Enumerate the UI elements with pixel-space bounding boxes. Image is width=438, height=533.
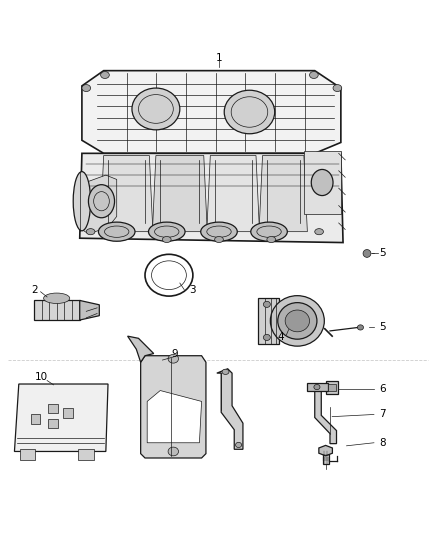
Polygon shape [82, 71, 341, 154]
Text: 3: 3 [190, 285, 196, 295]
Polygon shape [127, 336, 154, 362]
Bar [258, 298, 279, 344]
Ellipse shape [251, 222, 287, 241]
Ellipse shape [270, 296, 324, 346]
Polygon shape [147, 391, 201, 443]
Polygon shape [217, 369, 243, 449]
Ellipse shape [222, 369, 229, 375]
Bar [307, 383, 328, 391]
Text: 6: 6 [379, 384, 385, 394]
Polygon shape [259, 156, 307, 232]
Text: 1: 1 [215, 53, 223, 62]
Text: 10: 10 [35, 373, 48, 383]
Text: 9: 9 [171, 349, 178, 359]
Ellipse shape [215, 237, 223, 243]
Polygon shape [100, 156, 153, 232]
Polygon shape [152, 156, 207, 232]
Ellipse shape [311, 169, 333, 196]
Text: 5: 5 [379, 248, 385, 259]
Ellipse shape [314, 384, 320, 390]
Polygon shape [34, 301, 80, 320]
Bar [328, 384, 336, 391]
Text: 5: 5 [379, 322, 385, 333]
Polygon shape [319, 446, 332, 456]
Bar [20, 449, 35, 460]
Polygon shape [313, 389, 336, 443]
Bar [322, 450, 328, 464]
Polygon shape [262, 301, 269, 341]
Ellipse shape [162, 237, 171, 243]
Polygon shape [14, 384, 108, 451]
Ellipse shape [333, 85, 342, 92]
Ellipse shape [285, 310, 310, 332]
Ellipse shape [168, 447, 179, 456]
Text: 8: 8 [379, 438, 385, 448]
Bar [31, 415, 40, 424]
Ellipse shape [224, 90, 275, 134]
Text: 4: 4 [278, 333, 284, 342]
Bar [63, 408, 73, 417]
Ellipse shape [267, 237, 276, 243]
Ellipse shape [363, 249, 371, 257]
Text: 7: 7 [379, 409, 385, 419]
Ellipse shape [263, 334, 270, 341]
Ellipse shape [101, 71, 110, 78]
Ellipse shape [82, 85, 91, 92]
Ellipse shape [310, 71, 318, 78]
Polygon shape [304, 151, 341, 214]
Polygon shape [207, 156, 259, 232]
Polygon shape [80, 301, 99, 320]
Ellipse shape [236, 442, 242, 448]
Ellipse shape [99, 222, 135, 241]
Ellipse shape [88, 184, 115, 218]
Ellipse shape [132, 88, 180, 130]
Ellipse shape [148, 222, 185, 241]
Bar [48, 419, 57, 429]
Ellipse shape [44, 293, 70, 303]
Ellipse shape [357, 325, 364, 330]
Ellipse shape [278, 303, 317, 339]
Ellipse shape [315, 229, 323, 235]
Ellipse shape [201, 222, 237, 241]
Polygon shape [141, 356, 206, 458]
Bar [78, 449, 94, 460]
Ellipse shape [73, 172, 91, 231]
Bar [48, 403, 57, 413]
Ellipse shape [263, 301, 270, 308]
Text: 2: 2 [32, 285, 38, 295]
Ellipse shape [86, 229, 95, 235]
Polygon shape [82, 175, 117, 234]
Polygon shape [80, 154, 343, 243]
Ellipse shape [168, 354, 179, 363]
Bar [325, 382, 338, 393]
